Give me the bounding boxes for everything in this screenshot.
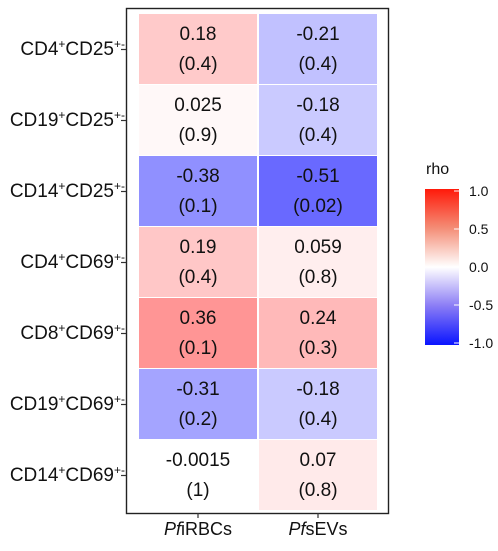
row-label: CD4+CD69+- <box>20 249 125 273</box>
cell-label: 0.059 (0.8) <box>294 236 342 288</box>
cell-label: 0.19 (0.4) <box>178 236 218 288</box>
column-label: PfiRBCs <box>163 519 233 539</box>
cell-label: -0.18 (0.4) <box>296 94 340 146</box>
heatmap-cell <box>259 369 377 439</box>
heatmap-cell <box>139 85 257 155</box>
heatmap-cell <box>259 440 377 510</box>
heatmap-cell <box>139 227 257 297</box>
row-label: CD14+CD25+- <box>9 178 125 202</box>
legend-tick-label: 0.5 <box>469 221 489 237</box>
row-label: CD19+CD69+- <box>9 391 125 415</box>
heatmap-cell <box>259 156 377 226</box>
column-label: PfsEVs <box>288 519 348 539</box>
cell-label: -0.38 (0.1) <box>176 165 220 217</box>
cell-label: 0.18 (0.4) <box>178 23 218 75</box>
panel-border <box>125 7 390 515</box>
legend-tick-label: 1.0 <box>469 183 489 199</box>
cell-label: -0.21 (0.4) <box>296 23 340 75</box>
row-label: CD14+CD69+- <box>9 462 125 486</box>
cell-label: 0.24 (0.3) <box>298 307 338 359</box>
cell-label: 0.07 (0.8) <box>298 449 338 501</box>
heatmap-cell <box>139 14 257 84</box>
legend-tick-label: -0.5 <box>469 297 494 313</box>
heatmap-cell <box>259 14 377 84</box>
legend-title: rho <box>426 161 450 178</box>
heatmap-cell <box>139 298 257 368</box>
row-label: CD4+CD25+- <box>20 36 125 60</box>
cell-label: -0.18 (0.4) <box>296 378 340 430</box>
row-label: CD19+CD25+- <box>9 107 125 131</box>
cell-label: -0.51 (0.02) <box>293 165 343 217</box>
legend-colorbar <box>425 189 459 345</box>
heatmap-cell <box>259 298 377 368</box>
cell-label: 0.36 (0.1) <box>178 307 218 359</box>
row-label: CD8+CD69+- <box>20 320 125 344</box>
heatmap-cell <box>139 156 257 226</box>
cell-label: 0.025 (0.9) <box>174 94 222 146</box>
legend-tick-label: -1.0 <box>469 335 494 351</box>
cell-label: -0.31 (0.2) <box>176 378 220 430</box>
heatmap-cell <box>259 85 377 155</box>
heatmap-cell <box>139 369 257 439</box>
heatmap-cell <box>139 440 257 510</box>
cell-label: -0.0015 (1) <box>165 449 231 501</box>
heatmap-cell <box>259 227 377 297</box>
legend-tick-label: 0.0 <box>469 259 489 275</box>
